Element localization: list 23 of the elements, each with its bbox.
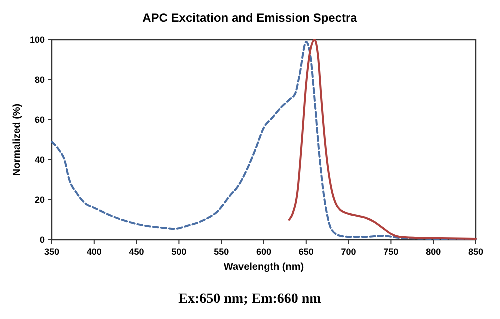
- x-tick-label: 400: [86, 247, 102, 257]
- y-axis-title: Normalized (%): [12, 104, 23, 176]
- y-tick-label: 80: [34, 75, 45, 85]
- x-axis-title: Wavelength (nm): [224, 262, 304, 273]
- x-tick-label: 700: [341, 247, 356, 257]
- x-tick-label: 550: [214, 247, 230, 257]
- chart-title: APC Excitation and Emission Spectra: [142, 11, 358, 25]
- x-tick-label: 450: [129, 247, 144, 257]
- x-tick-label: 750: [384, 247, 399, 257]
- line-series: [288, 39, 477, 240]
- x-tick-label: 800: [426, 247, 442, 257]
- x-tick-label: 350: [44, 247, 60, 257]
- y-tick-label: 40: [34, 155, 45, 165]
- x-tick-label: 650: [298, 247, 314, 257]
- y-tick-label: 20: [34, 195, 45, 205]
- x-tick-label: 600: [256, 247, 272, 257]
- y-tick-label: 0: [40, 235, 45, 245]
- x-tick-label: 500: [172, 247, 187, 257]
- x-tick-label: 850: [468, 247, 484, 257]
- y-tick-label: 100: [30, 35, 45, 45]
- line-series: [51, 41, 477, 240]
- y-tick-label: 60: [34, 115, 45, 125]
- text: Ex:650 nm; Em:660 nm: [178, 292, 322, 307]
